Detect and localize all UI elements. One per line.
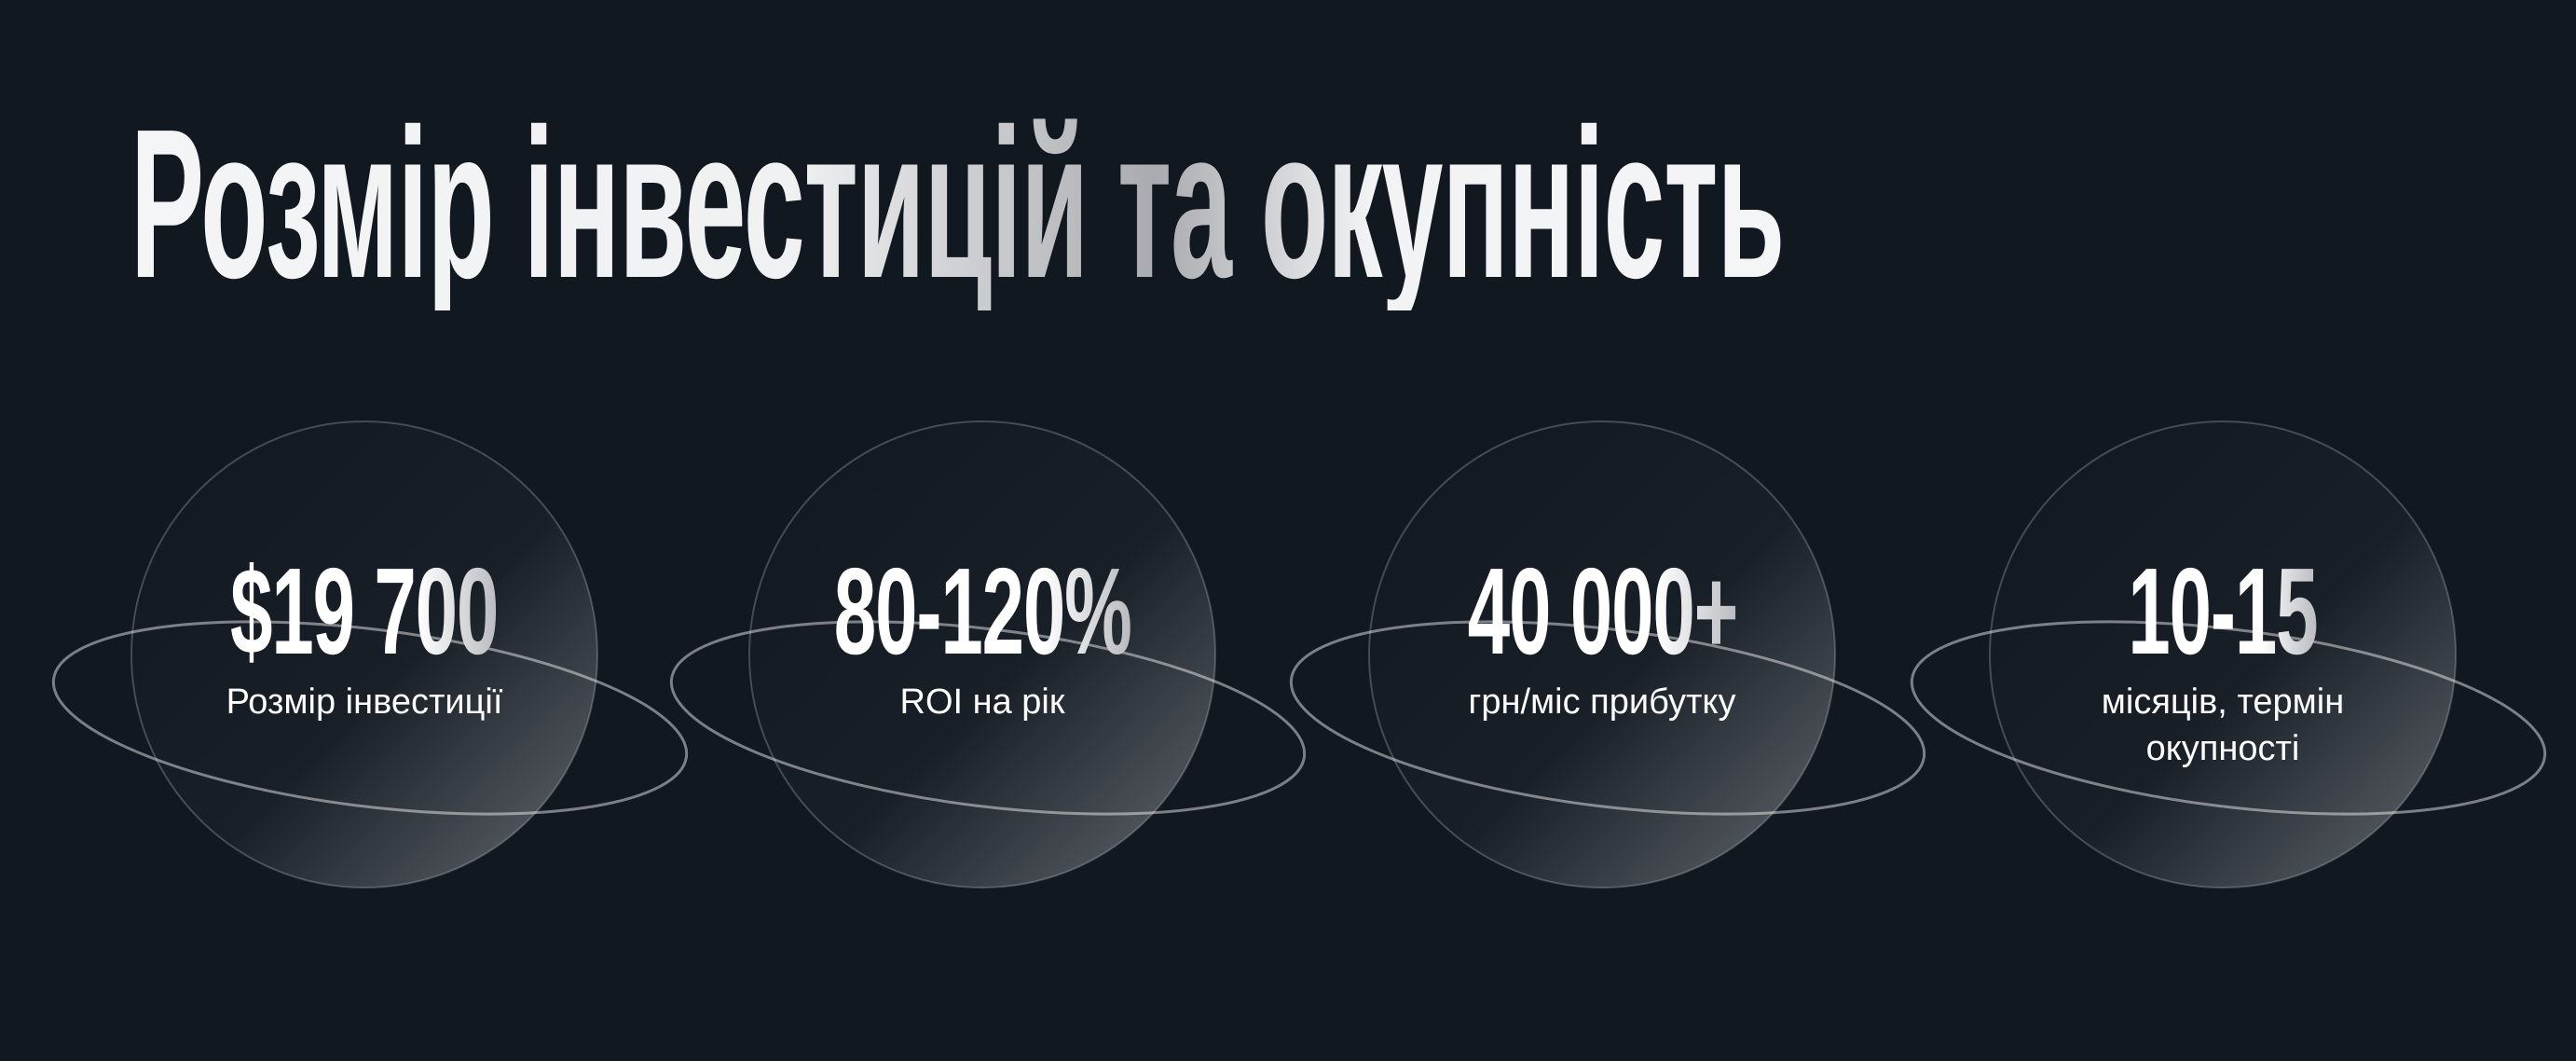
glass-orb bbox=[748, 420, 1216, 889]
orbit-ring bbox=[1910, 620, 2547, 816]
glass-orb bbox=[130, 420, 598, 889]
stat-profit: 40 000+ грн/міс прибутку bbox=[1322, 550, 1882, 725]
stat-label: грн/міс прибутку bbox=[1468, 682, 1736, 722]
orbit-ring bbox=[669, 620, 1307, 816]
orbit-ring bbox=[1289, 620, 1926, 816]
page-title: Розмір інвестицій та окупність bbox=[130, 86, 1785, 323]
stat-label: Розмір інвестиції bbox=[226, 682, 503, 722]
stat-value: $19 700 bbox=[230, 543, 499, 680]
stat-investment: $19 700 Розмір інвестиції bbox=[85, 550, 644, 725]
orbit-ring bbox=[51, 620, 689, 816]
stat-payback: 10-15 місяців, термін окупності bbox=[1943, 550, 2502, 772]
glass-orb bbox=[1368, 420, 1836, 889]
stat-value: 40 000+ bbox=[1467, 543, 1738, 680]
stat-label: місяців, термін окупності bbox=[2101, 682, 2345, 768]
stat-label: ROI на рік bbox=[899, 682, 1065, 722]
stat-roi: 80-120% ROI на рік bbox=[703, 550, 1262, 725]
stat-value: 10-15 bbox=[2128, 543, 2318, 680]
glass-orb bbox=[1989, 420, 2457, 889]
stat-value: 80-120% bbox=[833, 543, 1132, 680]
